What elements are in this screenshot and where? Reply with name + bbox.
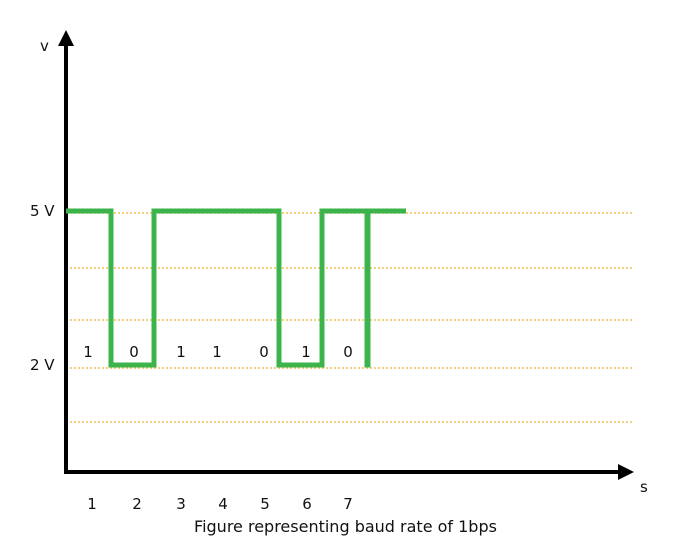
x-tick-label: 4 [218,495,228,513]
x-tick-labels: 1 2 3 4 5 6 7 [87,495,353,513]
bit-label: 1 [212,343,222,361]
bit-label: 0 [259,343,269,361]
x-axis-arrow [618,464,634,480]
x-tick-label: 1 [87,495,97,513]
y-tick-labels: 5 V 2 V [30,202,55,374]
y-tick-label: 5 V [30,202,55,220]
y-axis-label: v [40,37,49,55]
bit-label: 0 [343,343,353,361]
x-tick-label: 2 [132,495,142,513]
y-axis-arrow [58,30,74,46]
x-tick-label: 6 [302,495,312,513]
bit-label: 1 [83,343,93,361]
x-tick-label: 5 [260,495,270,513]
x-axis-label: s [640,478,648,496]
x-tick-label: 7 [343,495,353,513]
grid-lines [66,212,632,423]
signal-line [66,208,406,368]
bit-label: 1 [176,343,186,361]
y-tick-label: 2 V [30,356,55,374]
figure-caption: Figure representing baud rate of 1bps [194,517,497,536]
x-tick-label: 3 [176,495,186,513]
axes [58,30,634,480]
bit-label: 1 [301,343,311,361]
bit-label: 0 [129,343,139,361]
bit-labels: 1 0 1 1 0 1 0 [83,343,353,361]
